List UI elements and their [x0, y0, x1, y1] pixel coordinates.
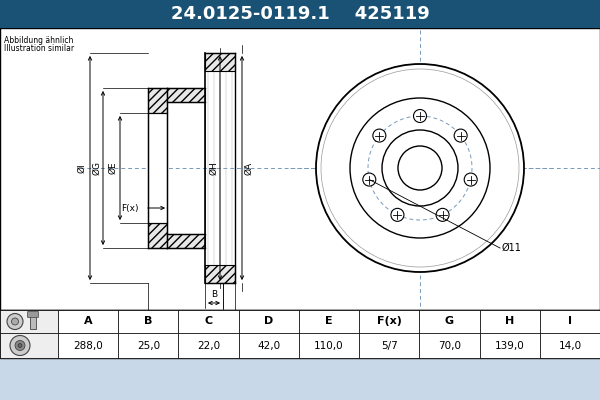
- Bar: [0, 0, 600, 28]
- Circle shape: [10, 336, 30, 356]
- Circle shape: [363, 173, 376, 186]
- Text: ØG: ØG: [92, 161, 101, 175]
- Text: Illustration similar: Illustration similar: [4, 44, 74, 53]
- Circle shape: [373, 129, 386, 142]
- Circle shape: [18, 344, 22, 348]
- Bar: [0, 310, 600, 358]
- Bar: [359, 310, 419, 333]
- Bar: [167, 88, 205, 102]
- Text: C (MTH): C (MTH): [245, 321, 281, 330]
- Circle shape: [15, 340, 25, 350]
- Text: F(x): F(x): [121, 204, 139, 212]
- Text: E: E: [325, 316, 333, 326]
- Bar: [479, 333, 540, 358]
- Text: ØA: ØA: [245, 162, 254, 174]
- Bar: [118, 310, 178, 333]
- Text: A: A: [84, 316, 92, 326]
- Bar: [167, 234, 205, 248]
- Bar: [299, 310, 359, 333]
- Text: Abbildung ähnlich: Abbildung ähnlich: [4, 36, 73, 45]
- Text: 24.0125-0119.1    425119: 24.0125-0119.1 425119: [170, 5, 430, 23]
- Circle shape: [398, 146, 442, 190]
- Text: 5/7: 5/7: [381, 340, 398, 350]
- Bar: [359, 333, 419, 358]
- Text: C: C: [205, 316, 212, 326]
- Text: B: B: [211, 290, 217, 299]
- Bar: [118, 333, 178, 358]
- Bar: [148, 113, 167, 223]
- Text: Ø11: Ø11: [502, 243, 522, 253]
- Text: 288,0: 288,0: [73, 340, 103, 350]
- Bar: [479, 310, 540, 333]
- Circle shape: [464, 173, 477, 186]
- Text: 14,0: 14,0: [559, 340, 581, 350]
- FancyBboxPatch shape: [28, 312, 38, 318]
- Circle shape: [413, 110, 427, 122]
- Circle shape: [382, 130, 458, 206]
- Bar: [30, 313, 36, 329]
- Bar: [239, 333, 299, 358]
- Circle shape: [350, 98, 490, 238]
- Bar: [540, 310, 600, 333]
- Text: D: D: [182, 312, 189, 321]
- Bar: [178, 333, 239, 358]
- Text: D: D: [264, 316, 274, 326]
- Circle shape: [391, 208, 404, 221]
- Circle shape: [316, 64, 524, 272]
- Circle shape: [7, 314, 23, 330]
- Text: ØH: ØH: [209, 161, 218, 175]
- Bar: [239, 310, 299, 333]
- Text: 110,0: 110,0: [314, 340, 344, 350]
- Bar: [205, 265, 235, 283]
- Bar: [299, 333, 359, 358]
- Bar: [148, 88, 167, 113]
- Text: H: H: [505, 316, 514, 326]
- Text: G: G: [445, 316, 454, 326]
- Circle shape: [321, 69, 519, 267]
- Text: I: I: [568, 316, 572, 326]
- Text: 70,0: 70,0: [438, 340, 461, 350]
- Text: 22,0: 22,0: [197, 340, 220, 350]
- Bar: [540, 333, 600, 358]
- Bar: [419, 333, 479, 358]
- Circle shape: [436, 208, 449, 221]
- Bar: [148, 223, 167, 248]
- Bar: [178, 310, 239, 333]
- Text: F(x): F(x): [377, 316, 401, 326]
- Text: 139,0: 139,0: [495, 340, 524, 350]
- Bar: [58, 310, 118, 333]
- Bar: [0, 310, 58, 333]
- Bar: [205, 53, 235, 71]
- Text: ATE: ATE: [379, 174, 441, 202]
- Bar: [0, 333, 58, 358]
- Bar: [0, 28, 600, 310]
- Text: ØE: ØE: [109, 162, 118, 174]
- Circle shape: [11, 318, 19, 325]
- Text: 25,0: 25,0: [137, 340, 160, 350]
- Text: B: B: [144, 316, 152, 326]
- Bar: [419, 310, 479, 333]
- Circle shape: [454, 129, 467, 142]
- Text: ØI: ØI: [77, 163, 86, 173]
- Bar: [58, 333, 118, 358]
- Text: 42,0: 42,0: [257, 340, 280, 350]
